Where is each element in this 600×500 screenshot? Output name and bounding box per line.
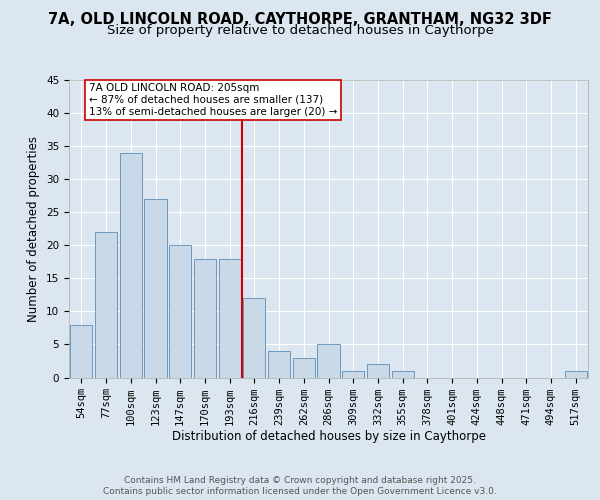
- Text: Size of property relative to detached houses in Caythorpe: Size of property relative to detached ho…: [107, 24, 493, 37]
- Bar: [565, 371, 587, 378]
- Bar: [70, 324, 92, 378]
- Bar: [367, 364, 389, 378]
- Bar: [145, 199, 167, 378]
- Text: 7A OLD LINCOLN ROAD: 205sqm
← 87% of detached houses are smaller (137)
13% of se: 7A OLD LINCOLN ROAD: 205sqm ← 87% of det…: [89, 84, 337, 116]
- Bar: [194, 258, 216, 378]
- Bar: [342, 371, 364, 378]
- Bar: [293, 358, 315, 378]
- Bar: [218, 258, 241, 378]
- Bar: [392, 371, 414, 378]
- Bar: [169, 246, 191, 378]
- Text: 7A, OLD LINCOLN ROAD, CAYTHORPE, GRANTHAM, NG32 3DF: 7A, OLD LINCOLN ROAD, CAYTHORPE, GRANTHA…: [48, 12, 552, 28]
- Bar: [268, 351, 290, 378]
- Y-axis label: Number of detached properties: Number of detached properties: [28, 136, 40, 322]
- Bar: [95, 232, 117, 378]
- Bar: [243, 298, 265, 378]
- Text: Contains HM Land Registry data © Crown copyright and database right 2025.: Contains HM Land Registry data © Crown c…: [124, 476, 476, 485]
- Text: Contains public sector information licensed under the Open Government Licence v3: Contains public sector information licen…: [103, 488, 497, 496]
- Bar: [317, 344, 340, 378]
- X-axis label: Distribution of detached houses by size in Caythorpe: Distribution of detached houses by size …: [172, 430, 485, 444]
- Bar: [119, 152, 142, 378]
